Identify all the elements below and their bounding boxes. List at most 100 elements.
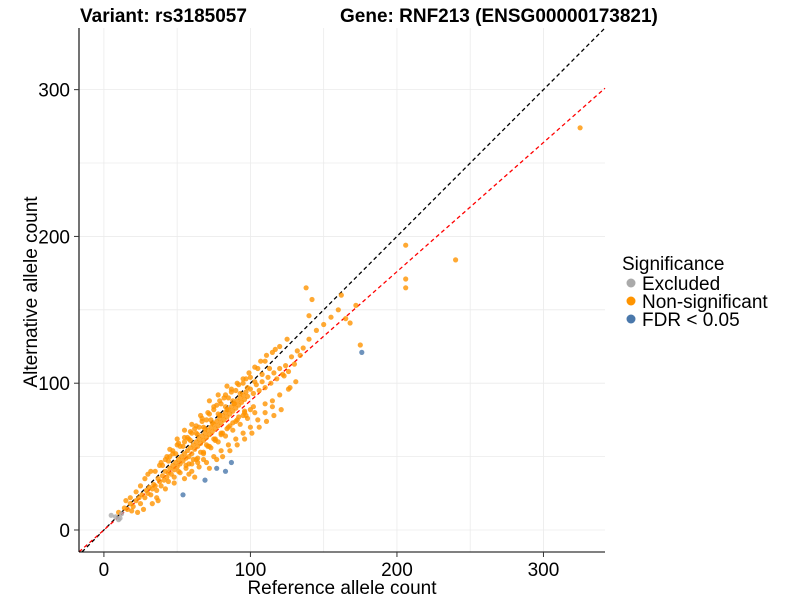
data-point-non-significant: [186, 471, 192, 477]
data-point-non-significant: [228, 386, 234, 392]
data-point-non-significant: [335, 307, 341, 313]
data-point-non-significant: [234, 380, 240, 386]
data-point-excluded: [118, 511, 125, 517]
grid-layer: [79, 28, 605, 552]
data-point-non-significant: [240, 380, 246, 386]
data-point-non-significant: [250, 390, 256, 397]
data-point-non-significant: [152, 483, 158, 489]
chart-title-gene: Gene: RNF213 (ENSG00000173821): [340, 6, 658, 27]
data-point-non-significant: [277, 392, 283, 398]
data-point-non-significant: [224, 426, 230, 432]
data-point-non-significant: [285, 368, 292, 375]
data-point-non-significant: [164, 474, 170, 480]
data-point-non-significant: [222, 392, 229, 398]
data-point-non-significant: [181, 427, 188, 433]
data-point-non-significant: [129, 508, 135, 514]
data-point-non-significant: [256, 424, 262, 430]
data-point-non-significant: [158, 459, 164, 466]
reference-lines: [78, 27, 606, 553]
data-point-non-significant: [183, 465, 189, 471]
data-point-non-significant: [177, 470, 183, 476]
data-point-non-significant: [218, 432, 224, 438]
data-point-non-significant: [244, 385, 251, 391]
data-point-non-significant: [181, 439, 188, 445]
data-point-non-significant: [181, 476, 188, 482]
x-tick-label: 100: [235, 560, 267, 581]
data-point-non-significant: [171, 474, 177, 480]
data-point-fdr-0-05: [202, 477, 208, 483]
data-point-non-significant: [403, 242, 409, 248]
data-point-non-significant: [155, 498, 161, 504]
data-point-non-significant: [159, 473, 166, 479]
data-point-non-significant: [195, 459, 201, 466]
data-point-non-significant: [242, 408, 248, 414]
data-point-non-significant: [148, 492, 154, 498]
data-point-fdr-0-05: [222, 468, 229, 474]
data-point-excluded: [108, 512, 114, 518]
data-point-non-significant: [309, 296, 315, 303]
data-point-non-significant: [200, 449, 207, 455]
reference-line-fit: [78, 87, 606, 553]
data-point-non-significant: [266, 365, 273, 372]
data-point-non-significant: [403, 276, 409, 282]
data-point-non-significant: [284, 336, 290, 342]
data-point-non-significant: [285, 386, 292, 392]
data-point-non-significant: [158, 483, 164, 489]
data-point-non-significant: [357, 342, 363, 348]
data-point-non-significant: [137, 483, 144, 489]
legend-swatch-fdr-0-05: [626, 314, 636, 324]
data-point-non-significant: [189, 451, 195, 457]
y-tick-label: 300: [38, 81, 70, 102]
data-point-non-significant: [171, 480, 177, 486]
data-point-non-significant: [187, 437, 193, 443]
data-point-non-significant: [214, 456, 220, 463]
data-point-non-significant: [281, 373, 287, 379]
data-point-non-significant: [297, 352, 303, 358]
data-point-non-significant: [283, 363, 289, 369]
data-point-excluded: [117, 515, 123, 521]
legend-swatch-non-significant: [626, 296, 636, 306]
data-point-non-significant: [347, 320, 353, 326]
data-point-non-significant: [195, 432, 201, 438]
data-point-non-significant: [190, 456, 196, 463]
data-point-non-significant: [227, 448, 233, 454]
data-point-non-significant: [200, 456, 207, 463]
data-point-non-significant: [306, 313, 312, 319]
data-point-non-significant: [149, 501, 155, 507]
data-point-non-significant: [262, 401, 268, 407]
legend: Significance ExcludedNon-significantFDR …: [622, 254, 768, 331]
data-point-non-significant: [206, 443, 212, 449]
data-point-non-significant: [269, 398, 275, 404]
data-point-non-significant: [262, 385, 268, 391]
data-point-non-significant: [244, 393, 251, 399]
legend-title: Significance: [622, 254, 724, 275]
data-point-non-significant: [577, 125, 583, 131]
data-point-non-significant: [220, 454, 226, 460]
data-point-non-significant: [215, 392, 221, 398]
data-point-non-significant: [209, 420, 215, 426]
data-point-non-significant: [205, 410, 211, 416]
y-axis-title: Alternative allele count: [21, 196, 42, 388]
reference-line-identity: [81, 27, 606, 553]
data-point-non-significant: [453, 257, 459, 263]
data-point-non-significant: [162, 486, 168, 492]
data-point-non-significant: [328, 314, 334, 320]
data-point-fdr-0-05: [228, 459, 234, 466]
data-point-non-significant: [277, 343, 283, 350]
data-point-non-significant: [259, 379, 265, 385]
data-point-non-significant: [263, 418, 270, 424]
data-point-non-significant: [250, 404, 256, 410]
data-point-non-significant: [217, 412, 223, 419]
data-point-non-significant: [187, 429, 193, 435]
data-point-non-significant: [293, 379, 299, 385]
data-point-non-significant: [174, 436, 180, 442]
data-point-non-significant: [211, 404, 217, 410]
data-point-non-significant: [262, 358, 268, 364]
data-point-non-significant: [252, 410, 258, 416]
data-point-non-significant: [224, 407, 230, 413]
data-point-non-significant: [277, 365, 283, 372]
data-point-non-significant: [154, 487, 160, 493]
data-point-non-significant: [148, 468, 154, 474]
axes: 0 100 200 300 0 100 200 300: [38, 28, 605, 581]
